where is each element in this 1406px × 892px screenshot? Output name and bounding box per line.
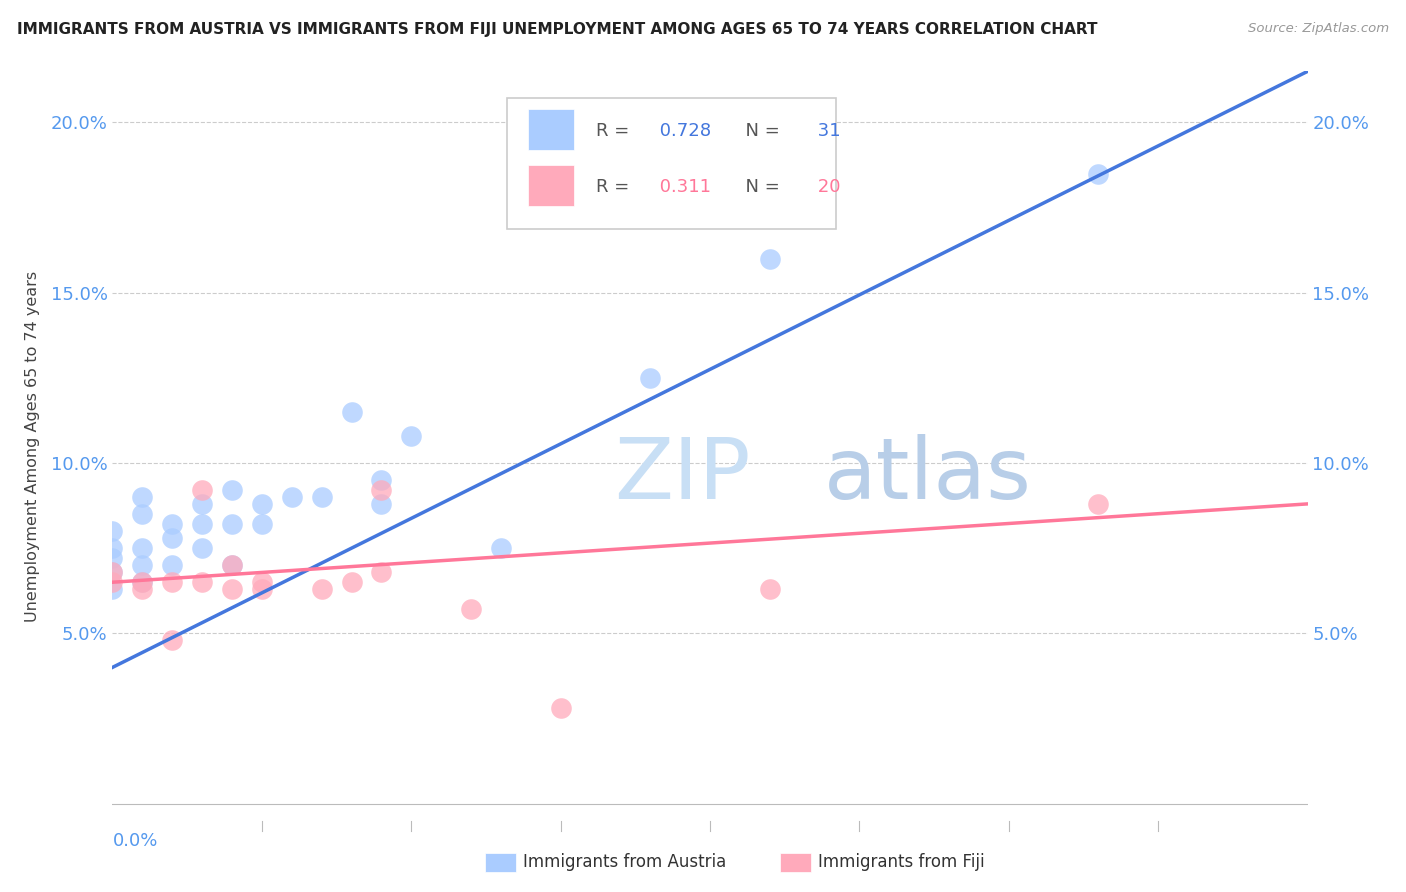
Point: [101, 582, 124, 596]
Text: 0.0%: 0.0%: [112, 832, 157, 850]
Point: [131, 575, 153, 590]
Point: [370, 483, 392, 498]
Point: [640, 371, 662, 385]
Point: [101, 541, 124, 556]
Point: [250, 582, 273, 596]
FancyBboxPatch shape: [529, 165, 574, 206]
Point: [162, 575, 183, 590]
Y-axis label: Unemployment Among Ages 65 to 74 years: Unemployment Among Ages 65 to 74 years: [24, 270, 39, 622]
Point: [101, 565, 124, 579]
Text: 0.311: 0.311: [654, 178, 711, 196]
Point: [131, 558, 153, 573]
Point: [131, 541, 153, 556]
Point: [162, 633, 183, 648]
Point: [191, 483, 214, 498]
Point: [550, 701, 572, 715]
Point: [250, 497, 273, 511]
Point: [131, 575, 153, 590]
Point: [191, 517, 214, 532]
Text: atlas: atlas: [824, 434, 1032, 517]
Point: [101, 575, 124, 590]
Point: [340, 575, 363, 590]
Point: [221, 483, 243, 498]
Point: [370, 565, 392, 579]
Point: [131, 490, 153, 504]
Text: 31: 31: [811, 122, 841, 140]
Point: [1087, 167, 1109, 181]
Point: [759, 252, 782, 266]
Point: [489, 541, 512, 556]
Point: [311, 582, 333, 596]
Point: [131, 507, 153, 521]
Point: [1087, 497, 1109, 511]
Text: N =: N =: [734, 122, 786, 140]
Point: [101, 524, 124, 538]
Point: [101, 551, 124, 566]
Point: [221, 582, 243, 596]
Point: [221, 558, 243, 573]
Point: [281, 490, 304, 504]
Point: [370, 473, 392, 487]
Point: [191, 541, 214, 556]
Point: [340, 405, 363, 419]
Point: [131, 582, 153, 596]
Point: [401, 429, 423, 443]
FancyBboxPatch shape: [529, 109, 574, 150]
Text: 0.728: 0.728: [654, 122, 711, 140]
Text: N =: N =: [734, 178, 786, 196]
Point: [191, 497, 214, 511]
Text: Source: ZipAtlas.com: Source: ZipAtlas.com: [1249, 22, 1389, 36]
FancyBboxPatch shape: [508, 97, 835, 228]
Point: [311, 490, 333, 504]
Point: [250, 517, 273, 532]
Text: ZIP: ZIP: [614, 434, 751, 517]
Text: Immigrants from Fiji: Immigrants from Fiji: [818, 853, 986, 871]
Point: [759, 582, 782, 596]
Text: Immigrants from Austria: Immigrants from Austria: [523, 853, 727, 871]
Text: IMMIGRANTS FROM AUSTRIA VS IMMIGRANTS FROM FIJI UNEMPLOYMENT AMONG AGES 65 TO 74: IMMIGRANTS FROM AUSTRIA VS IMMIGRANTS FR…: [17, 22, 1097, 37]
Point: [162, 517, 183, 532]
Text: R =: R =: [596, 178, 636, 196]
Point: [250, 575, 273, 590]
Text: R =: R =: [596, 122, 636, 140]
Point: [162, 531, 183, 545]
Point: [162, 558, 183, 573]
Point: [221, 517, 243, 532]
Point: [101, 565, 124, 579]
Point: [221, 558, 243, 573]
Point: [370, 497, 392, 511]
Text: 20: 20: [811, 178, 841, 196]
Point: [191, 575, 214, 590]
Point: [460, 602, 482, 616]
